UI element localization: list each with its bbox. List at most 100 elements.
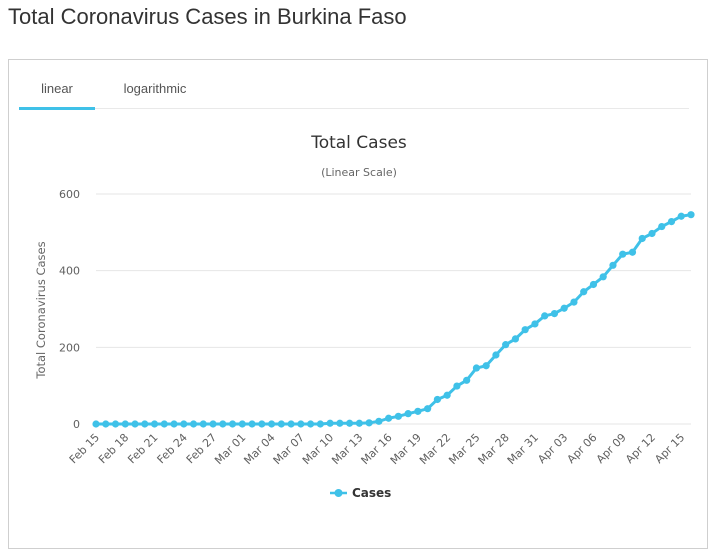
data-point[interactable]: [550, 310, 559, 318]
data-point[interactable]: [326, 419, 334, 427]
legend-label: Cases: [352, 486, 391, 500]
data-point[interactable]: [346, 419, 354, 427]
data-point[interactable]: [316, 420, 324, 428]
x-tick-label: Mar 01: [212, 431, 248, 467]
page-title: Total Coronavirus Cases in Burkina Faso: [8, 4, 407, 29]
data-point[interactable]: [287, 420, 295, 428]
scale-tabs: linear logarithmic: [19, 60, 689, 110]
data-point[interactable]: [258, 420, 266, 428]
data-point[interactable]: [648, 229, 656, 238]
data-point[interactable]: [131, 420, 139, 428]
data-point[interactable]: [365, 419, 373, 427]
data-point[interactable]: [277, 420, 285, 428]
x-tick-label: Mar 16: [359, 431, 395, 467]
data-point[interactable]: [424, 405, 432, 413]
data-point[interactable]: [531, 320, 539, 328]
chart-subtitle: (Linear Scale): [321, 166, 397, 179]
data-point[interactable]: [677, 212, 685, 220]
data-point[interactable]: [570, 298, 578, 306]
x-tick-label: Mar 07: [271, 431, 307, 467]
x-tick-label: Mar 13: [329, 431, 365, 467]
data-point[interactable]: [502, 341, 510, 349]
x-tick-label: Mar 19: [388, 431, 424, 467]
data-point[interactable]: [599, 273, 607, 281]
data-point[interactable]: [160, 420, 168, 428]
x-tick-label: Mar 04: [241, 431, 277, 467]
data-point[interactable]: [375, 417, 383, 425]
series-cases: [92, 211, 695, 428]
data-point[interactable]: [511, 335, 520, 343]
data-point[interactable]: [267, 420, 276, 428]
data-point[interactable]: [111, 420, 120, 428]
data-point[interactable]: [541, 312, 549, 320]
x-tick-label: Mar 22: [417, 431, 453, 467]
x-tick-label: Apr 06: [565, 431, 600, 466]
x-tick-label: Apr 12: [623, 431, 658, 466]
data-point[interactable]: [492, 351, 500, 359]
data-point[interactable]: [414, 407, 422, 415]
data-point[interactable]: [609, 261, 617, 269]
data-point[interactable]: [638, 234, 646, 243]
data-point[interactable]: [404, 410, 412, 418]
line-chart: Total Cases (Linear Scale) Total Coronav…: [34, 133, 695, 500]
data-point[interactable]: [150, 420, 159, 428]
x-tick-label: Apr 03: [535, 431, 570, 466]
data-point[interactable]: [170, 420, 178, 428]
data-point[interactable]: [658, 222, 666, 231]
x-tick-label: Feb 24: [155, 431, 190, 466]
data-point[interactable]: [121, 420, 129, 428]
data-point[interactable]: [560, 304, 568, 312]
data-point[interactable]: [687, 211, 695, 219]
data-point[interactable]: [199, 420, 207, 428]
data-point[interactable]: [667, 218, 676, 226]
data-point[interactable]: [92, 420, 100, 428]
data-point[interactable]: [336, 419, 344, 427]
data-point[interactable]: [355, 419, 363, 427]
data-point[interactable]: [141, 420, 149, 428]
data-point[interactable]: [628, 248, 637, 256]
data-point[interactable]: [580, 288, 588, 296]
data-point[interactable]: [589, 280, 598, 289]
tab-logarithmic[interactable]: logarithmic: [123, 81, 187, 96]
x-tick-label: Feb 18: [96, 431, 131, 466]
data-point[interactable]: [297, 420, 305, 428]
series-line: [96, 213, 692, 426]
x-tick-label: Mar 10: [300, 431, 336, 467]
x-tick-label: Mar 31: [505, 431, 541, 467]
data-point[interactable]: [180, 420, 188, 428]
x-tick-label: Feb 15: [67, 431, 102, 466]
data-point[interactable]: [394, 412, 402, 420]
y-tick-label: 400: [59, 265, 80, 278]
data-point[interactable]: [248, 420, 256, 428]
data-point[interactable]: [385, 414, 393, 422]
data-point[interactable]: [472, 364, 481, 372]
legend[interactable]: Cases: [330, 486, 391, 500]
y-tick-labels: 0 200 400 600: [59, 188, 80, 431]
tab-linear[interactable]: linear: [19, 60, 95, 110]
legend-marker: [334, 489, 343, 497]
chart-panel: linear logarithmic Total Cases (Linear S…: [8, 59, 708, 549]
data-point[interactable]: [102, 420, 110, 428]
data-point[interactable]: [238, 420, 246, 428]
data-point[interactable]: [619, 250, 627, 258]
data-point[interactable]: [219, 420, 227, 428]
y-axis-label: Total Coronavirus Cases: [34, 241, 48, 379]
data-point[interactable]: [433, 395, 441, 404]
data-point[interactable]: [463, 376, 471, 384]
chart-title: Total Cases: [310, 133, 407, 153]
data-point[interactable]: [453, 382, 461, 390]
y-tick-label: 0: [73, 418, 80, 431]
data-point[interactable]: [189, 420, 198, 428]
x-tick-label: Apr 15: [652, 431, 687, 466]
grid-layer: [96, 193, 691, 425]
data-point[interactable]: [443, 391, 451, 399]
x-tick-label: Mar 25: [446, 431, 482, 467]
y-tick-label: 600: [59, 188, 80, 201]
y-tick-label: 200: [59, 341, 80, 354]
data-point[interactable]: [521, 326, 529, 334]
data-point[interactable]: [209, 420, 217, 428]
data-point[interactable]: [306, 420, 315, 428]
data-point[interactable]: [228, 420, 237, 428]
data-point[interactable]: [482, 362, 490, 370]
